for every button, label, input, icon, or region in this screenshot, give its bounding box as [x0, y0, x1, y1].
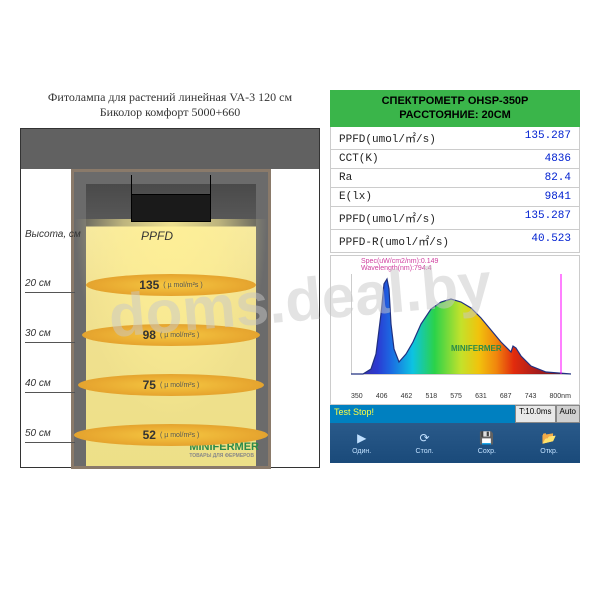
- spectrometer-header: СПЕКТРОМЕТР OHSP-350P РАССТОЯНИЕ: 20СМ: [330, 90, 580, 127]
- ppfd-unit: ( µ mol/m²s ): [163, 282, 202, 289]
- spec-row-value: 82.4: [545, 172, 571, 184]
- spec-row-label: PPFD(umol/㎡/s): [339, 130, 436, 146]
- left-title-line1: Фитолампа для растений линейная VA-3 120…: [20, 90, 320, 105]
- height-header-label: Высота, см: [25, 229, 81, 240]
- spectrum-info-2: Wavelength(nm):794.4: [361, 265, 438, 273]
- spectrum-x-tick: 350: [351, 393, 363, 400]
- right-panel: СПЕКТРОМЕТР OHSP-350P РАССТОЯНИЕ: 20СМ P…: [330, 90, 580, 490]
- spectrum-chart: Spec(uW/cm2/nm):0.149 Wavelength(nm):794…: [330, 255, 580, 405]
- spec-header-line2: РАССТОЯНИЕ: 20СМ: [330, 108, 580, 122]
- spec-row-value: 135.287: [525, 130, 571, 146]
- spectrum-x-tick: 631: [475, 393, 487, 400]
- spectrum-x-tick: 743: [525, 393, 537, 400]
- height-label: 40 см: [25, 378, 51, 389]
- spec-row-value: 9841: [545, 191, 571, 203]
- spec-table: PPFD(umol/㎡/s) 135.287 CCT(K) 4836 Ra 82.4 E(l…: [330, 127, 580, 253]
- brand-sub: ТОВАРЫ ДЛЯ ФЕРМЕРОВ: [189, 453, 259, 459]
- btn-open[interactable]: 📂 Откр.: [540, 430, 558, 455]
- ppfd-ellipse-shape: 52 ( µ mol/m²s ): [74, 424, 268, 446]
- btn-save-icon: 💾: [479, 430, 495, 446]
- toolbar-auto-button[interactable]: Auto: [556, 405, 580, 423]
- spec-row: PPFD(umol/㎡/s) 135.287: [331, 207, 579, 230]
- spec-row-value: 135.287: [525, 210, 571, 226]
- spec-row: CCT(K) 4836: [331, 150, 579, 169]
- height-label: 20 см: [25, 278, 51, 289]
- spec-row-value: 4836: [545, 153, 571, 165]
- lamp-scene: Высота, см PPFD MINIFERMER ТОВАРЫ ДЛЯ ФЕ…: [20, 128, 320, 468]
- spectrum-info: Spec(uW/cm2/nm):0.149 Wavelength(nm):794…: [361, 258, 438, 273]
- height-underline: [25, 392, 75, 393]
- ppfd-ellipse-shape: 75 ( µ mol/m²s ): [78, 374, 264, 396]
- btn-open-icon: 📂: [541, 430, 557, 446]
- spectrum-x-tick: 575: [450, 393, 462, 400]
- lamp-fixture: [131, 194, 211, 222]
- ppfd-value: 52: [143, 428, 156, 442]
- height-underline: [25, 442, 75, 443]
- bottom-bar: ▶ Один. ⟳ Стол. 💾 Сохр. 📂 Откр.: [330, 423, 580, 463]
- btn-continuous[interactable]: ⟳ Стол.: [416, 430, 434, 455]
- spectrum-brand: MINIFERMER: [451, 344, 502, 353]
- spec-header-line1: СПЕКТРОМЕТР OHSP-350P: [330, 94, 580, 108]
- ppfd-value: 98: [143, 328, 156, 342]
- ppfd-value: 75: [143, 378, 156, 392]
- btn-save-label: Сохр.: [478, 448, 496, 455]
- btn-single-label: Один.: [352, 448, 371, 455]
- spectrum-x-tick: 462: [401, 393, 413, 400]
- lamp-hanger-right: [210, 175, 211, 195]
- ppfd-value: 135: [139, 278, 159, 292]
- spec-row-label: Ra: [339, 172, 352, 184]
- btn-single-icon: ▶: [354, 430, 370, 446]
- height-underline: [25, 342, 75, 343]
- scene-ceiling: [21, 129, 319, 169]
- btn-single[interactable]: ▶ Один.: [352, 430, 371, 455]
- spec-row: Ra 82.4: [331, 169, 579, 188]
- left-title-line2: Биколор комфорт 5000+660: [20, 105, 320, 120]
- spec-row: PPFD(umol/㎡/s) 135.287: [331, 127, 579, 150]
- spec-row-label: E(lx): [339, 191, 372, 203]
- lamp-hanger-left: [131, 175, 132, 195]
- spectrum-x-labels: 350 406 462 518 575 631 687 743 800nm: [351, 393, 571, 400]
- height-label: 30 см: [25, 328, 51, 339]
- ppfd-unit: ( µ mol/m²s ): [160, 432, 199, 439]
- ppfd-unit: ( µ mol/m²s ): [160, 382, 199, 389]
- spec-row: PPFD-R(umol/㎡/s) 40.523: [331, 230, 579, 253]
- toolbar: Test Stop! T:10.0ms Auto: [330, 405, 580, 423]
- spec-row-value: 40.523: [531, 233, 571, 249]
- spectrum-x-tick: 800nm: [550, 393, 571, 400]
- spectrum-svg: [351, 274, 571, 384]
- ppfd-unit: ( µ mol/m²s ): [160, 332, 199, 339]
- spectrum-info-1: Spec(uW/cm2/nm):0.149: [361, 258, 438, 266]
- ppfd-ellipse: 98 ( µ mol/m²s ): [82, 324, 260, 346]
- btn-continuous-icon: ⟳: [417, 430, 433, 446]
- height-label: 50 см: [25, 428, 51, 439]
- toolbar-timing[interactable]: T:10.0ms: [515, 405, 555, 423]
- ppfd-ellipse-shape: 135 ( µ mol/m²s ): [86, 274, 256, 296]
- btn-open-label: Откр.: [540, 448, 558, 455]
- ppfd-ellipse-shape: 98 ( µ mol/m²s ): [82, 324, 260, 346]
- spec-row-label: PPFD-R(umol/㎡/s): [339, 233, 449, 249]
- spectrum-x-tick: 406: [376, 393, 388, 400]
- btn-save[interactable]: 💾 Сохр.: [478, 430, 496, 455]
- left-panel: Фитолампа для растений линейная VA-3 120…: [20, 90, 320, 490]
- spectrum-x-tick: 518: [425, 393, 437, 400]
- content-wrapper: Фитолампа для растений линейная VA-3 120…: [20, 90, 580, 490]
- height-underline: [25, 292, 75, 293]
- ppfd-header-label: PPFD: [141, 229, 173, 243]
- ppfd-ellipse: 52 ( µ mol/m²s ): [74, 424, 268, 446]
- spec-row-label: PPFD(umol/㎡/s): [339, 210, 436, 226]
- btn-continuous-label: Стол.: [416, 448, 434, 455]
- spec-row: E(lx) 9841: [331, 188, 579, 207]
- ppfd-ellipse: 75 ( µ mol/m²s ): [78, 374, 264, 396]
- spectrum-x-tick: 687: [500, 393, 512, 400]
- spec-row-label: CCT(K): [339, 153, 379, 165]
- ppfd-ellipse: 135 ( µ mol/m²s ): [86, 274, 256, 296]
- left-title: Фитолампа для растений линейная VA-3 120…: [20, 90, 320, 120]
- toolbar-status: Test Stop!: [330, 405, 515, 423]
